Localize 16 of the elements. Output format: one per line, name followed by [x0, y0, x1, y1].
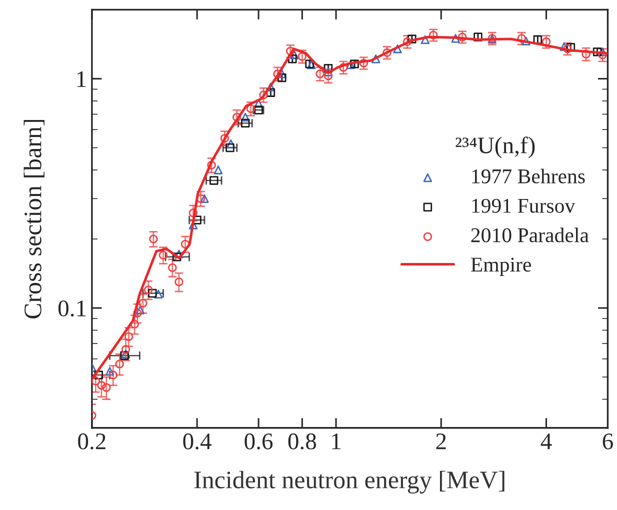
legend-label: 2010 Paradela: [471, 228, 589, 242]
legend-label: 1991 Fursov: [472, 198, 576, 213]
x-tick-label: 2: [436, 434, 446, 450]
y-axis-title: Cross section [barn]: [24, 120, 44, 318]
x-tick-label: 0.6: [244, 433, 273, 450]
legend-title: ²³⁴U(n,f): [456, 136, 535, 158]
x-tick-label: 0.2: [78, 433, 106, 450]
x-tick-label: 1: [332, 434, 340, 450]
x-tick-label: 0.8: [288, 433, 316, 450]
y-tick-label: 0.1: [58, 300, 86, 317]
x-tick-label: 4: [540, 434, 552, 450]
x-tick-label: 6: [602, 434, 613, 450]
legend-label: 1977 Behrens: [472, 168, 585, 184]
x-tick-label: 0.4: [183, 433, 212, 450]
legend-label: Empire: [471, 258, 531, 276]
x-axis-title: Incident neutron energy [MeV]: [194, 470, 504, 494]
